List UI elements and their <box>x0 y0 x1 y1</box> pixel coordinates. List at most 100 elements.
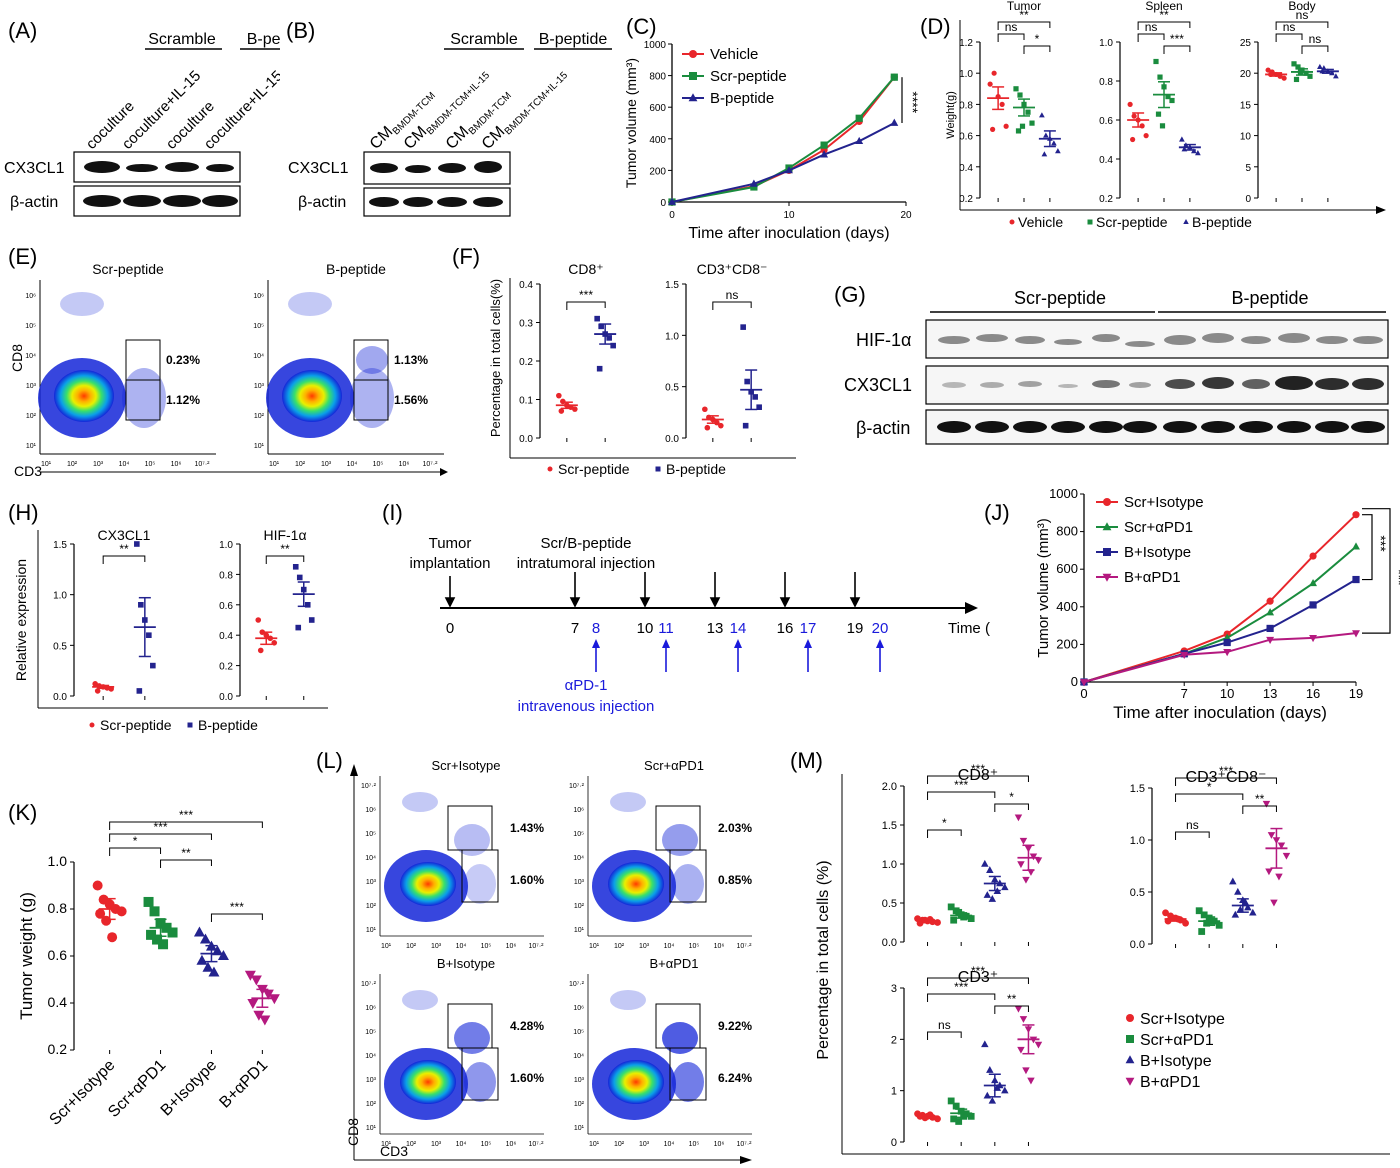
data-point <box>1275 873 1283 881</box>
data-point <box>1282 852 1291 860</box>
timeline-axis-end: Time (d) <box>948 620 990 637</box>
panel-label-d: (D) <box>920 14 951 39</box>
blot-g-row-actin: β-actin <box>856 418 910 438</box>
gate-lower <box>125 379 161 421</box>
data-point <box>594 315 600 322</box>
data-point <box>1293 76 1300 83</box>
y-tick-label: 0 <box>1245 194 1251 205</box>
x-tick-label: 10⁴ <box>664 943 675 950</box>
data-point <box>107 932 118 943</box>
y-tick-label: 0.5 <box>53 641 67 652</box>
chart-c-tumor-volume: 0 200 400 600 800 1000 0 10 20 Time after inocula… <box>623 40 920 242</box>
y-tick-label: 10⁷·² <box>361 783 377 790</box>
data-point <box>967 1112 975 1120</box>
gate-lower <box>461 849 499 903</box>
panel-label-l: (L) <box>316 748 343 773</box>
y-tick-label: 0.0 <box>53 692 67 703</box>
legend-label: B-peptide <box>710 90 774 107</box>
x-tick-label: 10¹ <box>381 1141 392 1148</box>
panel-label-e: (E) <box>8 244 38 269</box>
legend-marker <box>1103 498 1111 506</box>
blot-b-lane-1: CMBMDM-TCM <box>367 84 438 155</box>
series-point <box>1223 649 1232 657</box>
timeline-top-mid2: intratumoral injection <box>517 555 655 572</box>
timeline-bottom2: intravenous injection <box>518 698 655 715</box>
y-tick-label: 10¹ <box>574 927 585 934</box>
cell-population <box>610 990 646 1010</box>
x-tick-label: 10² <box>67 461 78 468</box>
x-tick-label: 10¹ <box>589 943 600 950</box>
data-point <box>255 617 262 623</box>
data-point <box>1291 61 1297 67</box>
x-tick-label: 10⁶ <box>714 943 725 950</box>
series-point <box>1309 552 1317 560</box>
y-tick-label: 0.4 <box>959 163 973 174</box>
x-category-label: B+αPD1 <box>216 1057 271 1112</box>
data-point <box>1157 74 1163 80</box>
gate-percentage: 2.03% <box>718 821 752 835</box>
legend-marker <box>1102 522 1112 531</box>
blot-a-group-bpeptide: B-peptide <box>247 31 280 48</box>
data-point <box>304 602 311 608</box>
data-point <box>556 392 562 399</box>
y-tick-label: 10² <box>26 413 37 420</box>
y-tick-label: 0.6 <box>48 947 68 963</box>
y-tick-label: 1.5 <box>53 540 67 551</box>
x-tick-label: 10 <box>1220 686 1234 701</box>
chart-m-percentage: 0.00.51.01.52.0CD8⁺********0.00.51.01.5C… <box>815 762 1390 1155</box>
series-line <box>1083 545 1357 683</box>
y-tick-label: 2.0 <box>882 781 897 793</box>
x-tick-label: 10⁶ <box>399 461 410 468</box>
cell-population-core <box>608 1060 664 1104</box>
x-category-label: Scr+Isotype <box>46 1057 118 1129</box>
legend-label: Scr+Isotype <box>1124 494 1204 511</box>
data-point <box>146 632 152 638</box>
data-point <box>558 408 565 414</box>
legend-marker <box>1125 1077 1135 1086</box>
data-point <box>1019 123 1026 129</box>
y-tick-label: 10³ <box>574 1077 585 1084</box>
y-tick-label: 0.8 <box>959 100 973 111</box>
y-tick-label: 0.5 <box>882 898 897 910</box>
y-tick-label: 10³ <box>574 879 585 886</box>
significance-label: **** <box>905 91 920 113</box>
cell-population <box>60 292 104 316</box>
data-point <box>271 640 278 646</box>
data-point <box>136 688 143 694</box>
series-line <box>671 122 895 203</box>
series-point <box>1180 651 1189 660</box>
chart-d-weights: 0.20.40.60.81.01.2Tumor**ns*0.20.40.60.8… <box>945 0 1386 230</box>
timeline-day-blue: 20 <box>872 620 889 637</box>
data-point <box>1130 136 1136 143</box>
significance-label: * <box>1035 32 1040 46</box>
x-tick-label: 10⁷·² <box>737 943 753 950</box>
cell-population <box>672 1062 704 1102</box>
flow-title: B+Isotype <box>437 956 495 971</box>
legend-marker <box>1126 1035 1134 1043</box>
x-axis-label: CD3 <box>14 463 42 479</box>
cell-population-core <box>400 1060 456 1104</box>
data-point <box>1231 910 1240 918</box>
significance-label: *** <box>1391 569 1400 586</box>
series-line <box>1083 578 1357 683</box>
panel-label-a: (A) <box>8 18 38 43</box>
y-tick-label: 20 <box>1240 69 1252 80</box>
data-point <box>146 929 157 940</box>
y-tick-label: 1.0 <box>665 331 679 342</box>
y-tick-label: 3 <box>891 983 897 995</box>
flow-title: Scr+Isotype <box>431 758 500 773</box>
data-point <box>950 1115 958 1123</box>
data-point <box>1019 837 1028 845</box>
x-tick-label: 0 <box>1080 686 1087 701</box>
data-point <box>1055 148 1061 154</box>
gate-percentage: 1.60% <box>510 1071 544 1085</box>
timeline-day: 7 <box>571 620 579 637</box>
data-point <box>149 906 160 917</box>
subplot-title: HIF-1α <box>263 527 306 543</box>
panel-label-f: (F) <box>452 244 481 269</box>
series-point <box>1266 636 1275 645</box>
timeline-day-blue: 8 <box>592 620 600 637</box>
x-tick-label: 10² <box>406 1141 417 1148</box>
data-point <box>1281 75 1287 81</box>
significance-bracket <box>927 1031 962 1040</box>
